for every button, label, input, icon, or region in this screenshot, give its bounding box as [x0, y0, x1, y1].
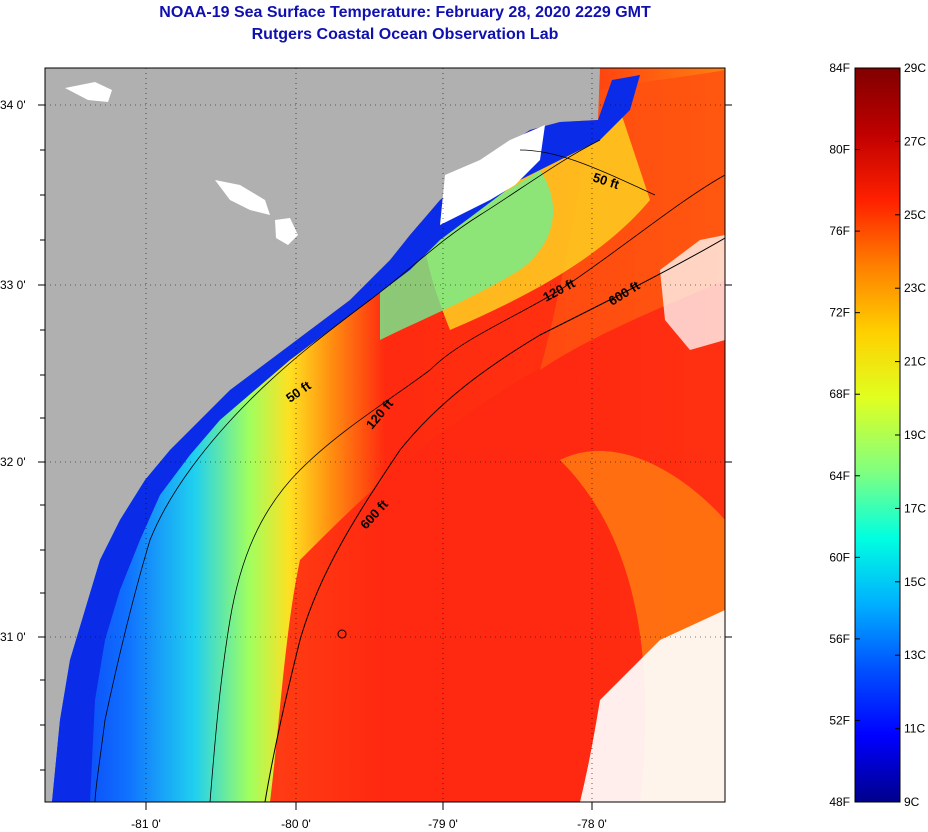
colorbar-c-label: 9C	[904, 795, 920, 809]
contour-50ft	[94, 139, 656, 802]
coastal-cold-band	[52, 75, 640, 802]
colorbar-c-label: 21C	[904, 355, 926, 369]
colorbar-f-label: 64F	[829, 469, 850, 483]
lon-label-81: -81 0'	[131, 817, 161, 831]
colorbar-ticks: 84F 80F 76F 72F 68F 64F 60F 56F 52F 48F 29C 27C 25C 2…	[829, 61, 926, 809]
cloud-east	[660, 235, 725, 350]
colorbar-c-label: 25C	[904, 208, 926, 222]
map-subtitle: Rutgers Coastal Ocean Observation Lab	[251, 26, 559, 43]
contour-120ft	[209, 174, 725, 802]
cloud-southeast	[580, 610, 725, 802]
colorbar-f-label: 80F	[829, 143, 850, 157]
colorbar-c-label: 15C	[904, 575, 926, 589]
gulf-stream-core	[270, 280, 725, 802]
cloud-inland-north	[65, 82, 112, 102]
lon-label-78: -78 0'	[577, 817, 607, 831]
colorbar-c-label: 29C	[904, 61, 926, 75]
map-title: NOAA-19 Sea Surface Temperature: Februar…	[159, 4, 651, 21]
shelf-green-north	[380, 170, 554, 340]
colorbar-f-label: 56F	[829, 632, 850, 646]
colorbar-f-label: 84F	[829, 61, 850, 75]
cloud-lake	[275, 218, 298, 245]
map-ticks	[38, 104, 732, 810]
lat-label-31: 31 0'	[0, 630, 26, 644]
station-marker	[337, 629, 347, 639]
graticule	[45, 68, 725, 802]
colorbar	[854, 67, 901, 803]
colorbar-f-label: 68F	[829, 387, 850, 401]
colorbar-c-label: 27C	[904, 134, 926, 148]
lat-label-34: 34 0'	[0, 98, 26, 112]
colorbar-c-label: 23C	[904, 281, 926, 295]
contour-600ft	[264, 237, 725, 802]
lat-label-32: 32 0'	[0, 455, 26, 469]
land-mass	[45, 68, 600, 802]
colorbar-c-label: 11C	[904, 722, 925, 736]
colorbar-f-label: 60F	[829, 550, 850, 564]
colorbar-f-label: 52F	[829, 713, 850, 727]
colorbar-c-label: 13C	[904, 648, 926, 662]
cloud-nearshore	[440, 125, 545, 225]
colorbar-f-label: 72F	[829, 306, 850, 320]
lat-label-33: 33 0'	[0, 278, 26, 292]
lon-label-80: -80 0'	[281, 817, 311, 831]
cloud-inland	[215, 180, 270, 215]
colorbar-c-label: 17C	[904, 501, 926, 515]
colorbar-f-label: 76F	[829, 224, 850, 238]
map-frame	[44, 67, 726, 803]
colorbar-c-label: 19C	[904, 428, 926, 442]
colorbar-f-label: 48F	[829, 795, 850, 809]
lon-label-79: -79 0'	[428, 817, 458, 831]
